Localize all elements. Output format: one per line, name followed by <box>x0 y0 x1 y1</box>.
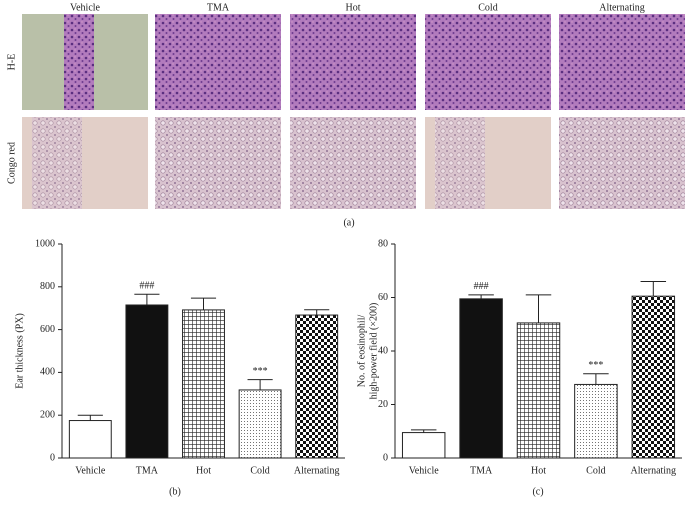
significance-label: ### <box>139 281 154 292</box>
significance-label: *** <box>588 360 603 371</box>
row-label: Congo red <box>6 142 17 184</box>
significance-label: ### <box>474 281 489 292</box>
column-label: Cold <box>478 2 497 13</box>
x-tick-label: TMA <box>470 465 493 476</box>
micrograph <box>559 117 685 209</box>
y-tick-label: 400 <box>40 367 55 378</box>
micrograph <box>155 117 281 209</box>
x-tick-label: Cold <box>586 465 605 476</box>
column-label: Hot <box>346 2 361 13</box>
y-axis-label: high-power field (×200) <box>368 303 379 400</box>
y-axis-label: No. of eosinophil/ <box>356 315 367 388</box>
y-tick-label: 20 <box>378 399 388 410</box>
tissue-strip <box>32 117 82 209</box>
micrograph <box>290 14 416 110</box>
bar <box>295 314 339 459</box>
micrograph <box>559 14 685 110</box>
y-tick-label: 80 <box>378 238 388 249</box>
column-label: TMA <box>207 2 230 13</box>
bar <box>68 420 112 459</box>
micrograph <box>290 117 416 209</box>
tissue-strip <box>445 14 505 110</box>
y-tick-label: 40 <box>378 345 388 356</box>
x-tick-label: Alternating <box>294 465 340 476</box>
bar <box>401 432 446 459</box>
bar <box>516 322 561 459</box>
y-tick-label: 600 <box>40 324 55 335</box>
bar <box>459 298 503 459</box>
x-tick-label: Cold <box>250 465 269 476</box>
column-label: Vehicle <box>70 2 101 13</box>
x-tick-label: Hot <box>196 465 211 476</box>
y-tick-label: 1000 <box>35 238 55 249</box>
y-tick-label: 0 <box>50 452 55 463</box>
chart-caption: (c) <box>532 486 543 497</box>
chart-caption: (b) <box>169 486 181 497</box>
bar <box>125 304 169 459</box>
significance-label: *** <box>253 366 268 377</box>
x-tick-label: Vehicle <box>75 465 106 476</box>
tissue-strip <box>64 14 94 110</box>
bar <box>238 389 282 459</box>
x-tick-label: Vehicle <box>409 465 440 476</box>
x-tick-label: TMA <box>136 465 159 476</box>
y-tick-label: 800 <box>40 281 55 292</box>
y-tick-label: 0 <box>383 452 388 463</box>
x-tick-label: Alternating <box>631 465 677 476</box>
row-label: H-E <box>6 54 17 71</box>
x-tick-label: Hot <box>531 465 546 476</box>
bar <box>574 383 618 459</box>
tissue-strip <box>435 117 485 209</box>
micrograph <box>155 14 281 110</box>
bar <box>631 295 676 459</box>
panel-caption: (a) <box>343 217 354 228</box>
y-tick-label: 200 <box>40 409 55 420</box>
bar <box>182 309 225 459</box>
y-tick-label: 60 <box>378 292 388 303</box>
y-axis-label: Ear thickness (PX) <box>14 313 25 389</box>
column-label: Alternating <box>599 2 645 13</box>
